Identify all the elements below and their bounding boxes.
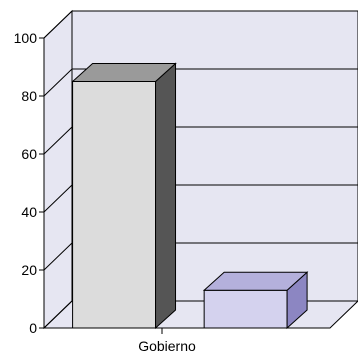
y-tick-label: 60 (21, 146, 37, 162)
y-tick-label: 100 (14, 30, 38, 46)
bar-top (202, 271, 309, 291)
y-tick-label: 80 (21, 88, 37, 104)
chart-labels: 0 20 40 60 80 100 Gobierno (14, 30, 196, 354)
gridline (43, 10, 358, 39)
chart-bars (71, 62, 309, 330)
bar-side (155, 62, 177, 330)
bar-front (72, 81, 157, 329)
gridline (43, 68, 358, 97)
bar (71, 62, 177, 330)
gridline (43, 242, 358, 271)
gridline (43, 126, 358, 155)
gridline (43, 184, 358, 213)
side-wall (43, 9, 73, 330)
y-tick-label: 0 (29, 320, 37, 336)
x-category-label: Gobierno (138, 338, 196, 354)
bar-front (203, 289, 288, 329)
y-tick-label: 20 (21, 262, 37, 278)
y-tick-label: 40 (21, 204, 37, 220)
bar (202, 271, 309, 330)
bar-top (71, 63, 177, 82)
